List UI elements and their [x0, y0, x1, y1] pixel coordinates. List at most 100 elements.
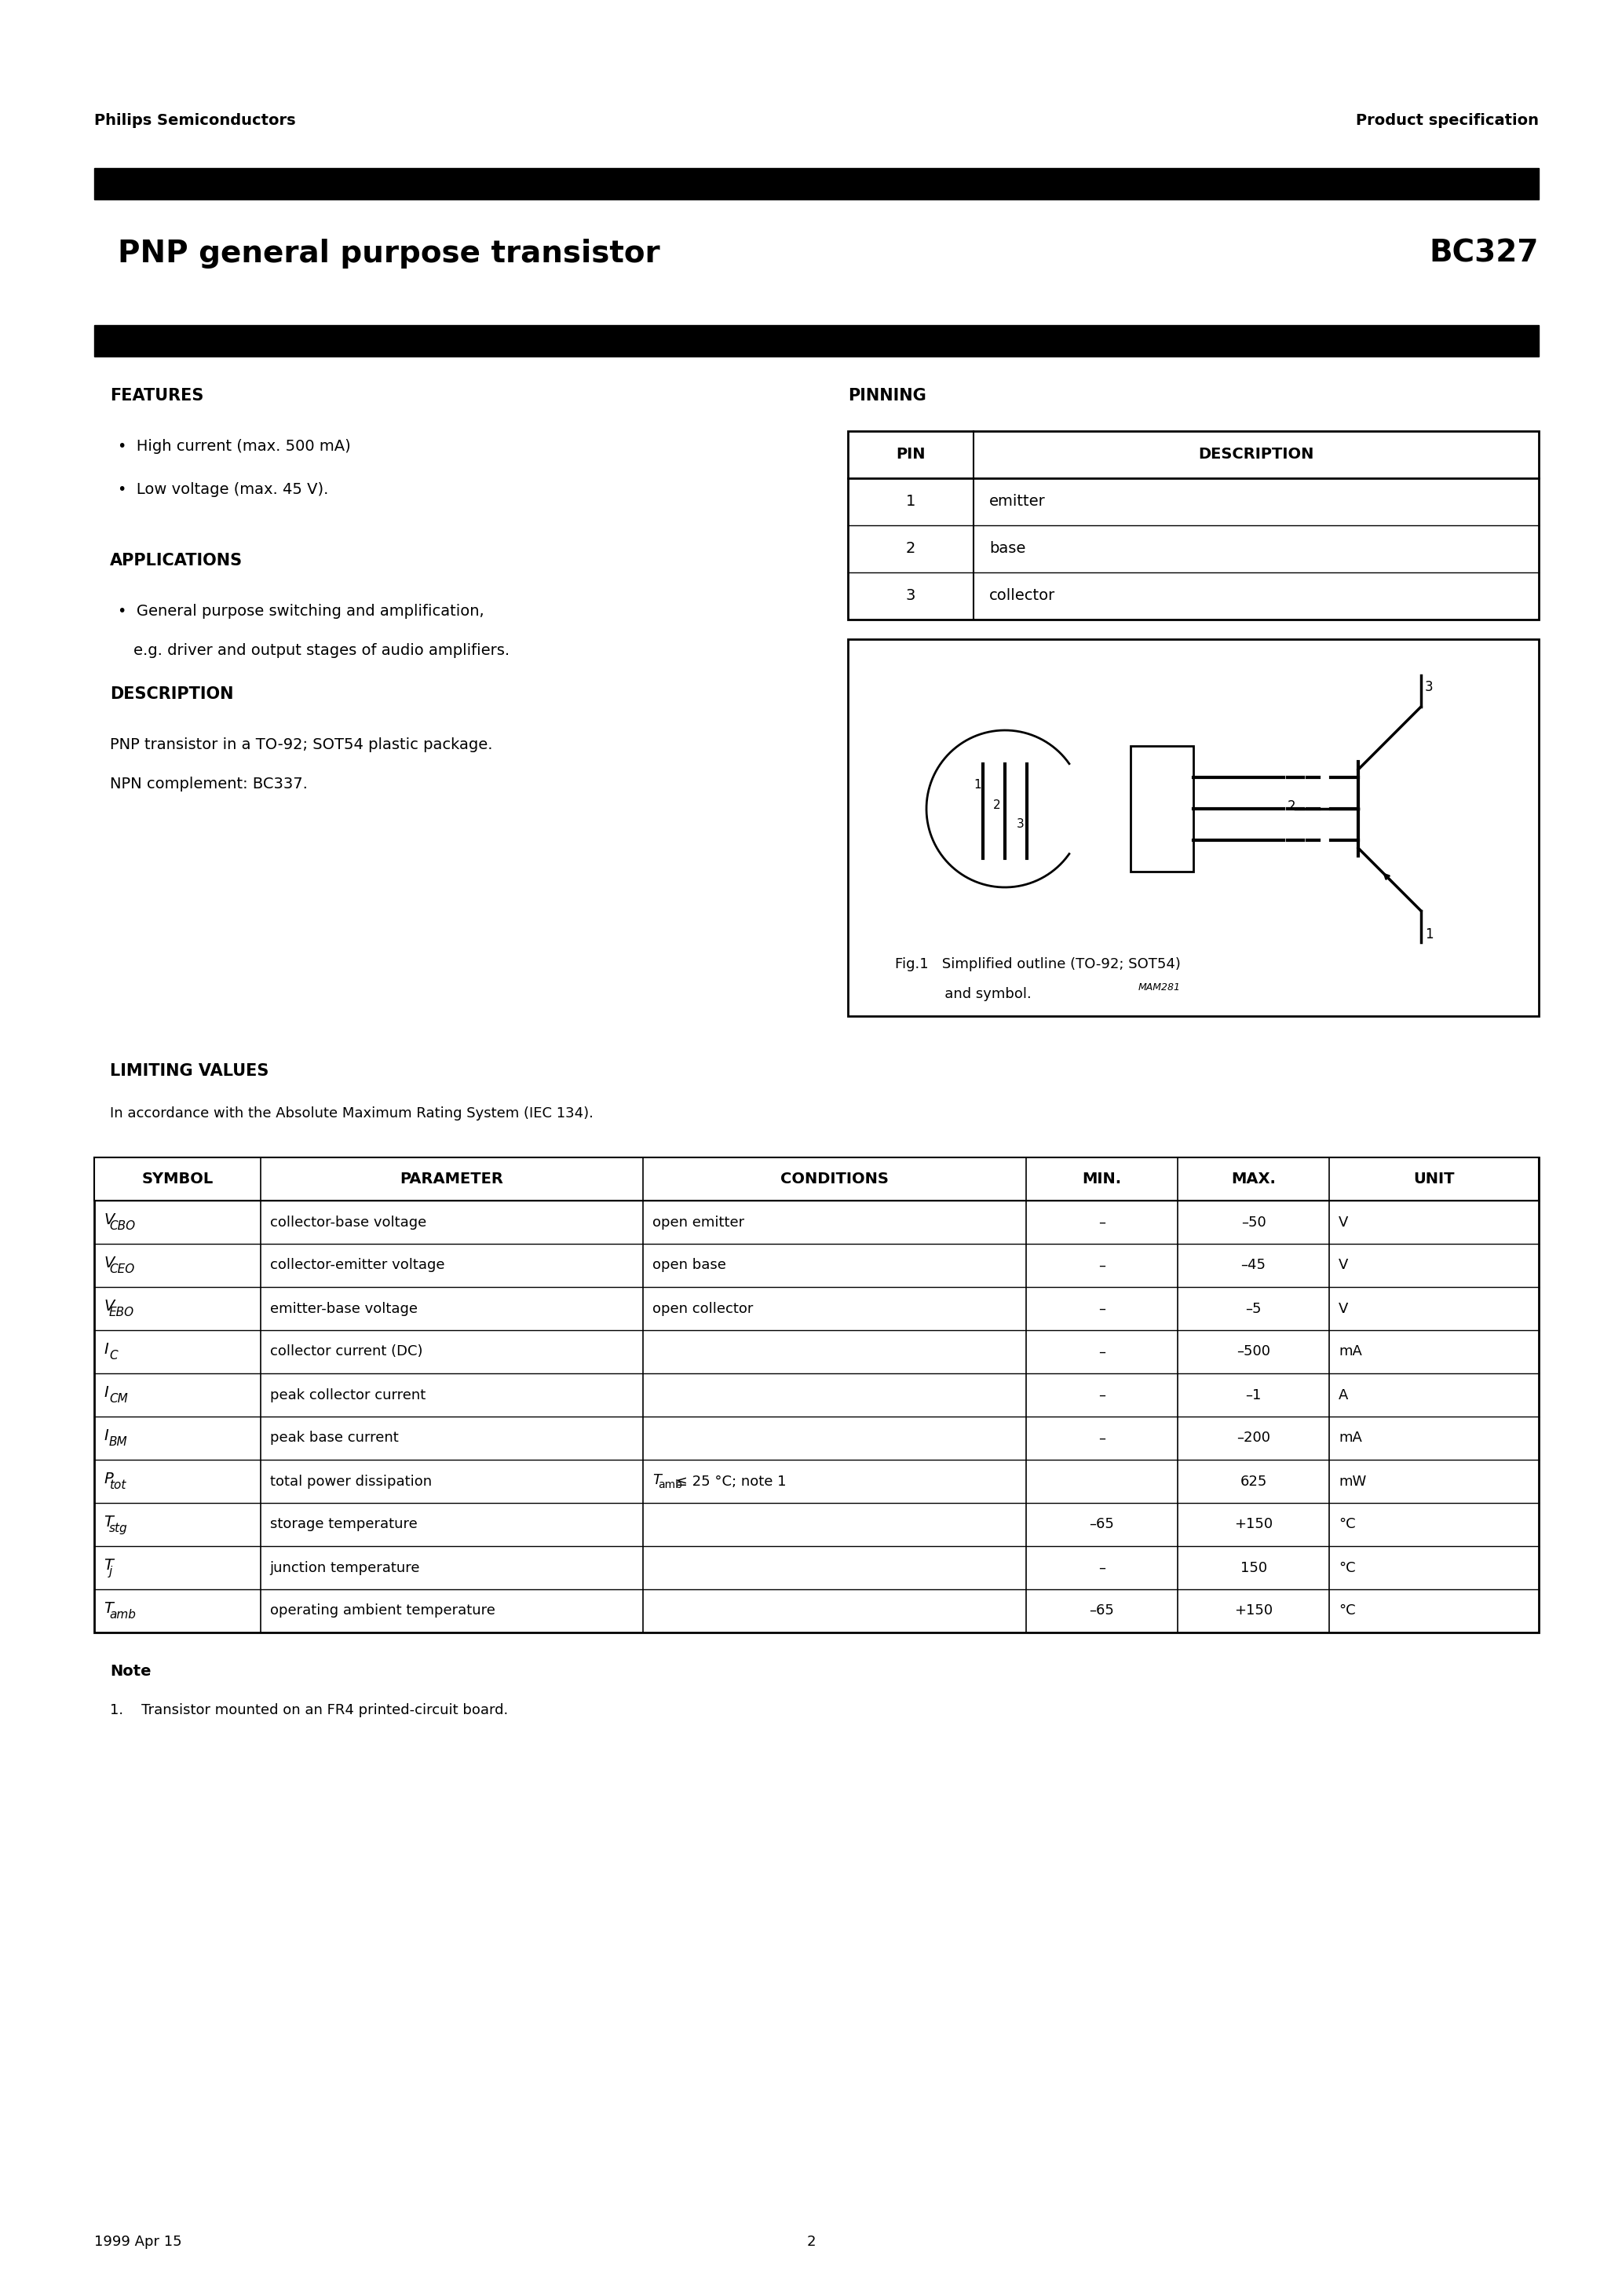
Text: –65: –65 [1090, 1518, 1114, 1531]
Bar [94, 1157, 1539, 1632]
Text: I: I [104, 1428, 109, 1444]
Text: 3: 3 [1017, 820, 1025, 831]
Text: Product specification: Product specification [1356, 113, 1539, 129]
Text: 150: 150 [1241, 1561, 1267, 1575]
Text: peak base current: peak base current [269, 1430, 399, 1444]
Text: +150: +150 [1234, 1605, 1273, 1619]
Text: peak collector current: peak collector current [269, 1387, 425, 1403]
Bar [848, 638, 1539, 1017]
Text: FEATURES: FEATURES [110, 388, 204, 404]
Text: V: V [104, 1300, 114, 1313]
Text: 625: 625 [1239, 1474, 1267, 1488]
Text: CEO: CEO [109, 1263, 135, 1274]
Text: PNP transistor in a TO-92; SOT54 plastic package.: PNP transistor in a TO-92; SOT54 plastic… [110, 737, 493, 753]
Text: 3: 3 [905, 588, 915, 604]
Text: BM: BM [109, 1435, 128, 1449]
Text: –: – [1098, 1258, 1105, 1272]
Text: CM: CM [109, 1394, 128, 1405]
Text: mW: mW [1338, 1474, 1366, 1488]
Text: –: – [1098, 1302, 1105, 1316]
Text: °C: °C [1338, 1518, 1356, 1531]
Text: –: – [1098, 1561, 1105, 1575]
Text: 1999 Apr 15: 1999 Apr 15 [94, 2234, 182, 2248]
Text: 1: 1 [905, 494, 915, 510]
Text: DESCRIPTION: DESCRIPTION [110, 687, 234, 703]
Text: collector: collector [989, 588, 1056, 604]
Text: LIMITING VALUES: LIMITING VALUES [110, 1063, 269, 1079]
Text: –45: –45 [1241, 1258, 1267, 1272]
Text: T: T [652, 1472, 662, 1488]
Text: Fig.1   Simplified outline (TO-92; SOT54): Fig.1 Simplified outline (TO-92; SOT54) [895, 957, 1181, 971]
Text: °C: °C [1338, 1561, 1356, 1575]
Bar [1131, 746, 1194, 872]
Text: amb: amb [659, 1479, 683, 1490]
Text: P: P [104, 1472, 114, 1486]
Text: –: – [1098, 1387, 1105, 1403]
Text: 2: 2 [905, 542, 915, 556]
Text: ≤ 25 °C; note 1: ≤ 25 °C; note 1 [672, 1474, 787, 1488]
Text: UNIT: UNIT [1413, 1171, 1455, 1187]
Text: PINNING: PINNING [848, 388, 926, 404]
Bar [848, 432, 1539, 620]
Text: 2: 2 [993, 799, 1001, 810]
Text: mA: mA [1338, 1430, 1362, 1444]
Text: j: j [109, 1566, 112, 1577]
Bar [94, 168, 1539, 200]
Text: V: V [1338, 1258, 1348, 1272]
Text: –50: –50 [1241, 1215, 1265, 1228]
Text: open base: open base [652, 1258, 727, 1272]
Text: CBO: CBO [109, 1219, 135, 1233]
Text: 2: 2 [1288, 799, 1296, 813]
Text: operating ambient temperature: operating ambient temperature [269, 1605, 495, 1619]
Text: emitter: emitter [989, 494, 1046, 510]
Text: PARAMETER: PARAMETER [401, 1171, 503, 1187]
Text: T: T [104, 1515, 114, 1529]
Text: °C: °C [1338, 1605, 1356, 1619]
Text: +150: +150 [1234, 1518, 1273, 1531]
Text: emitter-base voltage: emitter-base voltage [269, 1302, 417, 1316]
Text: Philips Semiconductors: Philips Semiconductors [94, 113, 295, 129]
Text: V: V [1338, 1302, 1348, 1316]
Text: BC327: BC327 [1429, 239, 1539, 269]
Text: I: I [104, 1341, 109, 1357]
Text: e.g. driver and output stages of audio amplifiers.: e.g. driver and output stages of audio a… [133, 643, 509, 659]
Text: and symbol.: and symbol. [895, 987, 1032, 1001]
Text: V: V [1338, 1215, 1348, 1228]
Text: NPN complement: BC337.: NPN complement: BC337. [110, 776, 308, 792]
Text: I: I [104, 1384, 109, 1401]
Text: •  High current (max. 500 mA): • High current (max. 500 mA) [118, 439, 350, 455]
Text: collector-base voltage: collector-base voltage [269, 1215, 427, 1228]
Text: open collector: open collector [652, 1302, 753, 1316]
Text: 2: 2 [806, 2234, 816, 2248]
Text: –65: –65 [1090, 1605, 1114, 1619]
Text: tot: tot [109, 1479, 127, 1490]
Text: junction temperature: junction temperature [269, 1561, 420, 1575]
Text: Note: Note [110, 1665, 151, 1678]
Text: total power dissipation: total power dissipation [269, 1474, 431, 1488]
Text: 1: 1 [973, 778, 981, 792]
Text: –5: –5 [1246, 1302, 1262, 1316]
Text: APPLICATIONS: APPLICATIONS [110, 553, 243, 569]
Text: T: T [104, 1600, 114, 1616]
Text: V: V [104, 1212, 114, 1228]
Text: collector current (DC): collector current (DC) [269, 1345, 422, 1359]
Bar [94, 326, 1539, 356]
Text: storage temperature: storage temperature [269, 1518, 417, 1531]
Text: In accordance with the Absolute Maximum Rating System (IEC 134).: In accordance with the Absolute Maximum … [110, 1107, 594, 1120]
Text: V: V [104, 1256, 114, 1270]
Text: EBO: EBO [109, 1306, 135, 1318]
Text: –500: –500 [1236, 1345, 1270, 1359]
Text: –1: –1 [1246, 1387, 1262, 1403]
Text: PIN: PIN [895, 448, 926, 461]
Text: amb: amb [109, 1609, 136, 1621]
Text: PNP general purpose transistor: PNP general purpose transistor [118, 239, 660, 269]
Text: SYMBOL: SYMBOL [141, 1171, 212, 1187]
Text: –: – [1098, 1345, 1105, 1359]
Text: –200: –200 [1236, 1430, 1270, 1444]
Text: T: T [104, 1559, 114, 1573]
Bar [94, 1157, 1539, 1201]
Text: MIN.: MIN. [1082, 1171, 1121, 1187]
Text: –: – [1098, 1215, 1105, 1228]
Text: –: – [1098, 1430, 1105, 1444]
Text: CONDITIONS: CONDITIONS [780, 1171, 889, 1187]
